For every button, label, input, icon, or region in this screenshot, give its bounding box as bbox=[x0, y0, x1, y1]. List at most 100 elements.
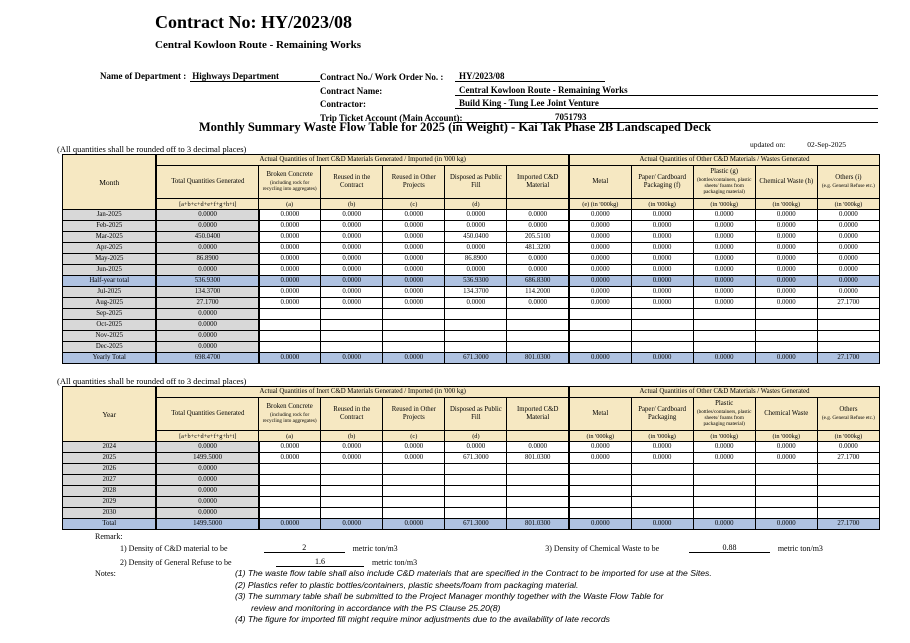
table-cell: 0.0000 bbox=[258, 297, 322, 309]
table-cell bbox=[382, 330, 446, 342]
contract-info-row: Contract No./ Work Order No. : HY/2023/08 bbox=[320, 71, 878, 82]
table-cell: 0.0000 bbox=[258, 286, 322, 298]
table-cell: 27.1700 bbox=[155, 297, 260, 309]
table-cell: 0.0000 bbox=[258, 275, 322, 287]
table-cell bbox=[630, 474, 694, 486]
density-value: 0.88 bbox=[689, 543, 770, 553]
column-name: Reused in the Contract bbox=[333, 173, 371, 189]
table-cell: 0.0000 bbox=[692, 209, 756, 221]
table-cell: 134.3700 bbox=[155, 286, 260, 298]
column-sublabel: (c) bbox=[382, 198, 446, 210]
table-cell bbox=[320, 474, 384, 486]
table-cell bbox=[567, 474, 632, 486]
table-cell: 0.0000 bbox=[692, 352, 756, 364]
note-item: (1) The waste flow table shall also incl… bbox=[235, 568, 712, 578]
density-unit: metric ton/m3 bbox=[352, 544, 398, 553]
column-header: Chemical Waste (h) bbox=[754, 165, 818, 199]
table-cell: 1499.5000 bbox=[155, 518, 260, 530]
table-cell: 0.0000 bbox=[630, 441, 694, 453]
table-cell bbox=[444, 308, 508, 320]
column-name: Plastic (g) bbox=[710, 168, 739, 176]
column-sublabel: (in '000kg) bbox=[567, 430, 632, 442]
table-cell bbox=[444, 463, 508, 475]
column-sublabel: (c) bbox=[382, 430, 446, 442]
column-header: Chemical Waste bbox=[754, 397, 818, 431]
table-cell: 0.0000 bbox=[444, 242, 508, 254]
row-header: Year bbox=[62, 386, 158, 442]
updated-on-label: updated on: bbox=[750, 140, 786, 149]
table-cell: 0.0000 bbox=[567, 231, 632, 243]
table-cell: 0.0000 bbox=[630, 286, 694, 298]
table-cell bbox=[320, 463, 384, 475]
table-cell: 0.0000 bbox=[320, 242, 384, 254]
table-row: Jun-2025 0.0000 0.0000 0.0000 0.0000 0.0000 0.… bbox=[62, 264, 881, 276]
row-label: Sep-2025 bbox=[62, 308, 158, 320]
table-row: Mar-2025 450.0400 0.0000 0.0000 0.0000 450.04… bbox=[62, 231, 881, 243]
table-cell bbox=[567, 496, 632, 508]
row-label: Jul-2025 bbox=[62, 286, 158, 298]
info-field-label: Trip Ticket Account (Main Account): bbox=[320, 112, 463, 123]
table-row: Half-year total 536.9300 0.0000 0.0000 0.000… bbox=[62, 275, 881, 287]
table-cell: 0.0000 bbox=[567, 209, 632, 221]
table-cell bbox=[258, 507, 322, 519]
table-cell: 0.0000 bbox=[754, 242, 818, 254]
table-cell bbox=[692, 474, 756, 486]
column-description: (bottles/containers, plastic sheets/ foa… bbox=[696, 176, 752, 195]
column-name: Metal bbox=[592, 409, 609, 417]
column-name: Metal bbox=[592, 177, 609, 185]
table-cell: 0.0000 bbox=[754, 275, 818, 287]
table-cell: 86.8900 bbox=[155, 253, 260, 265]
table-cell: 0.0000 bbox=[320, 441, 384, 453]
department-row: Name of Department : Highways Department bbox=[100, 71, 320, 82]
table-cell bbox=[444, 496, 508, 508]
table-cell bbox=[692, 507, 756, 519]
table-cell: 0.0000 bbox=[754, 441, 818, 453]
table-cell: 0.0000 bbox=[444, 297, 508, 309]
table-cell: 0.0000 bbox=[506, 253, 570, 265]
table-cell: 0.0000 bbox=[155, 209, 260, 221]
table-cell: 671.3000 bbox=[444, 352, 508, 364]
table-cell bbox=[258, 341, 322, 353]
table-cell bbox=[692, 463, 756, 475]
note-item: (4) The figure for imported fill might r… bbox=[235, 614, 610, 625]
column-name: Disposed as Public Fill bbox=[450, 405, 502, 421]
row-label: Nov-2025 bbox=[62, 330, 158, 342]
contract-info-fields: Contract No./ Work Order No. : HY/2023/08… bbox=[320, 71, 878, 125]
table-cell bbox=[444, 319, 508, 331]
table-cell: 0.0000 bbox=[754, 264, 818, 276]
table-cell: 0.0000 bbox=[692, 242, 756, 254]
column-sublabel: (in '000kg) bbox=[692, 198, 756, 210]
table-cell bbox=[320, 485, 384, 497]
table-cell bbox=[816, 474, 881, 486]
column-header: Reused in the Contract bbox=[320, 165, 384, 199]
column-sublabel: (d) bbox=[444, 430, 508, 442]
table-cell: 0.0000 bbox=[567, 518, 632, 530]
table-cell: 0.0000 bbox=[155, 441, 260, 453]
density-label: 1) Density of C&D material to be bbox=[120, 544, 228, 553]
density-value: 1.6 bbox=[276, 557, 364, 567]
table-cell: 0.0000 bbox=[692, 220, 756, 232]
table-cell: 671.3000 bbox=[444, 452, 508, 464]
group-header-inert: Actual Quantities of Inert C&D Materials… bbox=[155, 386, 570, 398]
table-cell: 0.0000 bbox=[382, 441, 446, 453]
table-cell bbox=[444, 341, 508, 353]
table-cell: 0.0000 bbox=[630, 452, 694, 464]
table-cell: 0.0000 bbox=[258, 220, 322, 232]
column-sublabel: (e) (in '000kg) bbox=[567, 198, 632, 210]
table-cell: 0.0000 bbox=[630, 352, 694, 364]
table-cell bbox=[816, 496, 881, 508]
row-label: Mar-2025 bbox=[62, 231, 158, 243]
table-cell: 0.0000 bbox=[630, 209, 694, 221]
column-sublabel: (a) bbox=[258, 430, 322, 442]
column-sublabel: (in '000kg) bbox=[754, 430, 818, 442]
column-header: Total Quantities Generated bbox=[155, 397, 260, 431]
column-name: Reused in Other Projects bbox=[391, 173, 436, 189]
table-cell bbox=[382, 341, 446, 353]
table-cell bbox=[630, 507, 694, 519]
table-cell: 0.0000 bbox=[506, 220, 570, 232]
table-cell: 0.0000 bbox=[630, 231, 694, 243]
table-cell bbox=[816, 507, 881, 519]
table-cell: 450.0400 bbox=[155, 231, 260, 243]
info-field-label: Contractor: bbox=[320, 99, 366, 109]
column-name: Total Quantities Generated bbox=[171, 177, 245, 185]
